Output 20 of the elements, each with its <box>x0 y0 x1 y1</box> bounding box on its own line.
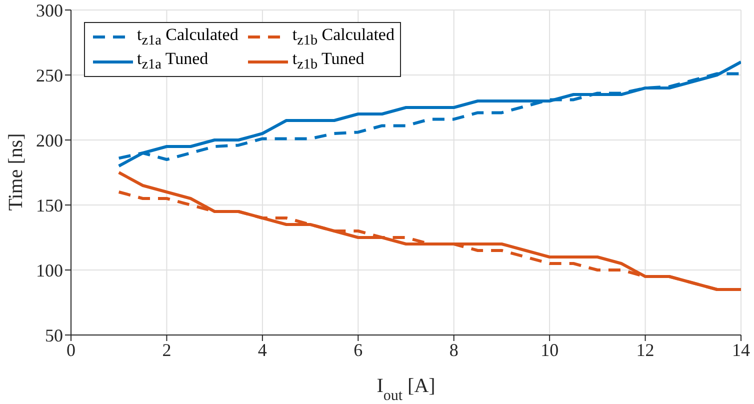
legend-label: t$_{z1a}$ Calculated <box>137 25 238 50</box>
y-tick-label: 200 <box>36 130 63 150</box>
y-tick-label: 250 <box>36 65 63 86</box>
legend-label: t$_{z1a}$ Tuned <box>137 49 208 74</box>
x-tick-label: 14 <box>732 340 750 360</box>
legend-label: t$_{z1b}$ Tuned <box>292 49 364 74</box>
x-tick-label: 0 <box>66 340 76 360</box>
y-tick-label: 50 <box>45 325 63 346</box>
x-tick-label: 10 <box>540 340 559 360</box>
x-tick-label: 12 <box>636 340 654 360</box>
legend-label: t$_{z1b}$ Calculated <box>292 25 394 50</box>
y-tick-label: 150 <box>36 195 63 216</box>
x-tick-label: 6 <box>354 340 363 360</box>
y-tick-label: 300 <box>36 0 63 20</box>
x-tick-label: 2 <box>162 340 172 360</box>
x-axis-title: I$_{out}$ [A] <box>376 375 436 404</box>
x-tick-label: 8 <box>449 340 458 360</box>
y-tick-label: 100 <box>36 260 63 280</box>
x-tick-label: 4 <box>258 340 267 360</box>
y-axis-title: Time [ns] <box>5 133 27 211</box>
